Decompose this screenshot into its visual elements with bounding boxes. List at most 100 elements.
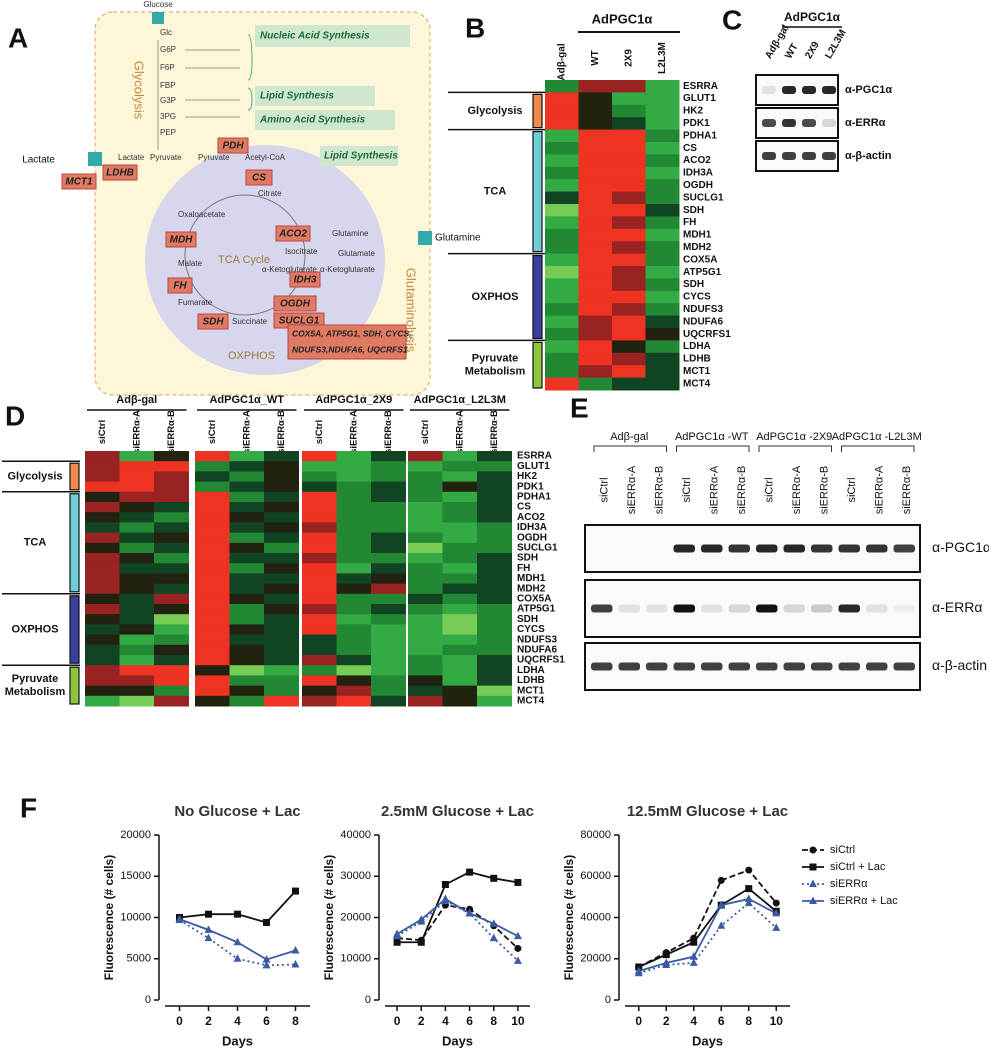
gene-label: CYCS	[517, 624, 545, 635]
band	[701, 662, 723, 671]
heatmap-cell	[612, 241, 646, 255]
band	[728, 604, 750, 613]
gene-label: SDH	[683, 279, 704, 290]
group-label: Glycolysis	[7, 470, 62, 482]
heatmap-cell	[371, 471, 406, 483]
heatmap-cell	[85, 532, 120, 544]
heatmap-cell	[612, 216, 646, 230]
heatmap-cell	[371, 512, 406, 523]
heatmap-cell	[229, 522, 265, 534]
box	[320, 146, 398, 166]
heatmap-cell	[612, 290, 646, 304]
gene-label: COX5A	[683, 254, 717, 265]
heatmap-cell	[545, 166, 579, 180]
enzyme-box	[197, 313, 229, 330]
label: α-Ketoglutarate	[320, 265, 375, 274]
band	[822, 152, 836, 160]
heatmap-cell	[371, 542, 406, 554]
enzyme-box	[102, 164, 138, 181]
heatmap-cell	[195, 502, 230, 513]
bracket	[593, 445, 667, 452]
heatmap-cell	[578, 228, 613, 242]
legend-label: siERRα	[830, 878, 868, 890]
heatmap-cell	[612, 191, 646, 205]
heatmap-cell	[336, 512, 372, 523]
heatmap-cell	[302, 461, 337, 472]
label: TCA Cycle	[218, 254, 270, 266]
heatmap-cell	[195, 573, 230, 585]
heatmap-cell	[612, 228, 646, 242]
label: Glutamine	[332, 229, 369, 238]
band	[762, 119, 776, 127]
heatmap-cell	[154, 593, 189, 605]
heatmap-cell	[578, 328, 613, 341]
heatmap-cell	[645, 253, 680, 267]
heatmap-cell	[442, 491, 478, 503]
gene-label: SUCLG1	[683, 192, 724, 203]
heatmap-cell	[442, 685, 478, 697]
heatmap-cell	[612, 117, 646, 131]
band	[802, 119, 816, 127]
heatmap-cell	[195, 542, 230, 554]
x-tick-label: 2	[205, 1014, 212, 1028]
gene-label: GLUT1	[517, 461, 550, 472]
x-tick-label: 2	[663, 1014, 670, 1028]
column-label: siERRα-A	[348, 410, 359, 454]
heatmap-cell	[371, 553, 406, 564]
heatmap-cell	[195, 593, 230, 605]
heatmap-cell	[408, 471, 443, 483]
heatmap-cell	[477, 502, 512, 513]
marker	[441, 894, 450, 902]
gene-label: CYCS	[683, 292, 711, 303]
heatmap-cell	[645, 241, 680, 255]
heatmap-cell	[154, 644, 189, 656]
heatmap-cell	[336, 553, 372, 564]
heatmap-cell	[154, 675, 189, 687]
heatmap-cell	[336, 655, 372, 666]
heatmap-cell	[442, 542, 478, 554]
transporter	[152, 12, 164, 24]
enzyme-box	[289, 271, 321, 288]
enzyme-box	[245, 169, 273, 186]
lane-label: siERRα-B	[819, 466, 831, 515]
gene-label: LDHB	[517, 675, 545, 686]
gene-label: OGDH	[683, 180, 713, 191]
heatmap-cell	[477, 604, 512, 615]
heatmap-cell	[336, 695, 372, 707]
heatmap-cell	[545, 142, 579, 155]
heatmap-cell	[229, 634, 265, 646]
heatmap-cell	[477, 451, 512, 462]
gene-label: PDHA1	[683, 130, 717, 141]
band	[756, 604, 778, 613]
x-tick-label: 4	[442, 1014, 449, 1028]
heatmap-cell	[612, 129, 646, 143]
heatmap-cell	[229, 644, 265, 656]
heatmap-cell	[85, 655, 120, 666]
heatmap-cell	[195, 451, 230, 462]
gene-label: SDH	[683, 205, 704, 216]
gene-label: FH	[517, 563, 530, 574]
heatmap-cell	[408, 522, 443, 534]
heatmap-cell	[195, 583, 230, 595]
heatmap-cell	[264, 675, 299, 687]
heatmap-cell	[336, 573, 372, 585]
heatmap-cell	[645, 92, 680, 106]
heatmap-cell	[264, 665, 299, 676]
lane-label: siERRα-B	[654, 466, 666, 515]
band	[782, 86, 796, 94]
band	[893, 662, 915, 671]
heatmap-cell	[195, 665, 230, 676]
heatmap-cell	[371, 451, 406, 462]
heatmap-cell	[229, 665, 265, 676]
heatmap-cell	[442, 604, 478, 615]
lane-label: siERRα-A	[709, 465, 721, 514]
band	[838, 604, 860, 613]
heatmap-cell	[371, 665, 406, 676]
group-header: AdPGC1α_L2L3M	[414, 394, 506, 406]
label: SDH	[202, 317, 224, 328]
heatmap-cell	[645, 216, 680, 230]
heatmap-cell	[229, 593, 265, 605]
heatmap-cell	[154, 614, 189, 625]
label: Amino Acid Synthesis	[259, 115, 366, 126]
marker	[772, 908, 781, 917]
